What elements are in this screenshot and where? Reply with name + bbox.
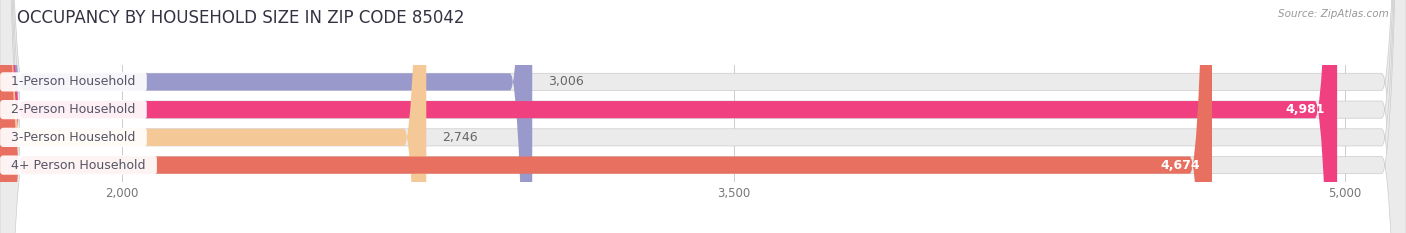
Text: Source: ZipAtlas.com: Source: ZipAtlas.com [1278, 9, 1389, 19]
Text: 4,674: 4,674 [1160, 159, 1199, 171]
FancyBboxPatch shape [0, 0, 426, 233]
Text: 3,006: 3,006 [548, 75, 585, 88]
FancyBboxPatch shape [0, 0, 533, 233]
Text: 4,981: 4,981 [1285, 103, 1324, 116]
Text: 3-Person Household: 3-Person Household [3, 131, 143, 144]
FancyBboxPatch shape [0, 0, 1337, 233]
Text: OCCUPANCY BY HOUSEHOLD SIZE IN ZIP CODE 85042: OCCUPANCY BY HOUSEHOLD SIZE IN ZIP CODE … [17, 9, 464, 27]
Text: 4+ Person Household: 4+ Person Household [3, 159, 153, 171]
Text: 2,746: 2,746 [443, 131, 478, 144]
Text: 1-Person Household: 1-Person Household [3, 75, 143, 88]
Text: 2-Person Household: 2-Person Household [3, 103, 143, 116]
FancyBboxPatch shape [0, 0, 1212, 233]
